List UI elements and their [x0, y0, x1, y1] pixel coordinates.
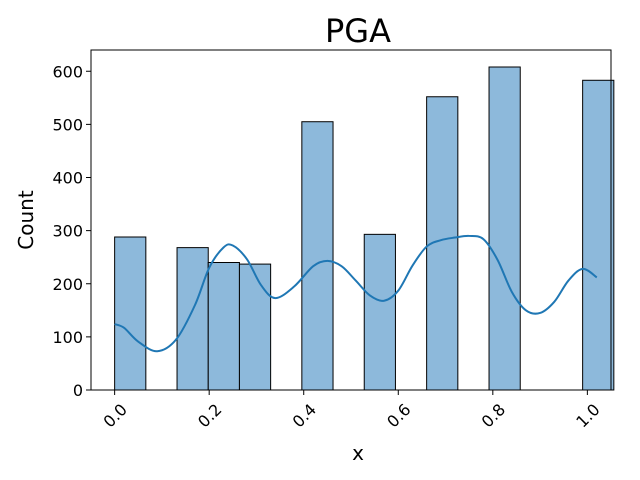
- y-tick-label: 200: [52, 275, 83, 294]
- bars-group: [114, 66, 615, 391]
- x-tick-label: 0.2: [194, 400, 225, 431]
- y-tick-label: 300: [52, 222, 83, 241]
- histogram-bar: [114, 236, 147, 391]
- y-axis: 0 100 200 300 400 500 600: [52, 62, 91, 400]
- x-tick-label: 0.8: [478, 400, 509, 431]
- histogram-bar: [582, 79, 615, 391]
- kde-line: [114, 234, 598, 353]
- x-tick-label: 0.4: [289, 400, 320, 431]
- histogram-bar: [207, 262, 240, 391]
- chart-title: PGA: [325, 12, 391, 50]
- histogram-bar: [488, 66, 521, 391]
- x-tick-label: 0.6: [383, 400, 414, 431]
- y-axis-title: Count: [14, 190, 38, 250]
- y-tick-label: 100: [52, 328, 83, 347]
- x-tick-label: 1.0: [572, 400, 603, 431]
- y-tick-label: 400: [52, 169, 83, 188]
- histogram-bar: [363, 233, 396, 391]
- x-axis-title: x: [352, 441, 364, 465]
- x-axis: 0.0 0.2 0.4 0.6 0.8 1.0: [100, 390, 604, 431]
- y-tick-label: 600: [52, 62, 83, 81]
- histogram-bar: [301, 121, 334, 391]
- histogram-bar: [238, 263, 272, 391]
- histogram-bar: [176, 247, 209, 391]
- plot-frame: [90, 49, 612, 391]
- y-tick-label: 0: [73, 381, 83, 400]
- y-tick-label: 500: [52, 115, 83, 134]
- x-tick-label: 0.0: [100, 400, 131, 431]
